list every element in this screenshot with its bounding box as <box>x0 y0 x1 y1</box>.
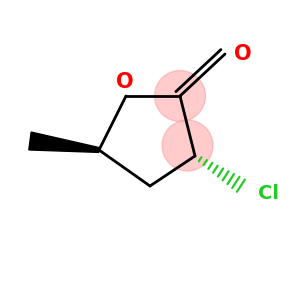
Text: O: O <box>116 73 133 92</box>
Text: Cl: Cl <box>258 184 279 203</box>
Circle shape <box>154 70 206 122</box>
Text: O: O <box>234 44 252 64</box>
Polygon shape <box>29 132 99 152</box>
Circle shape <box>162 120 213 171</box>
